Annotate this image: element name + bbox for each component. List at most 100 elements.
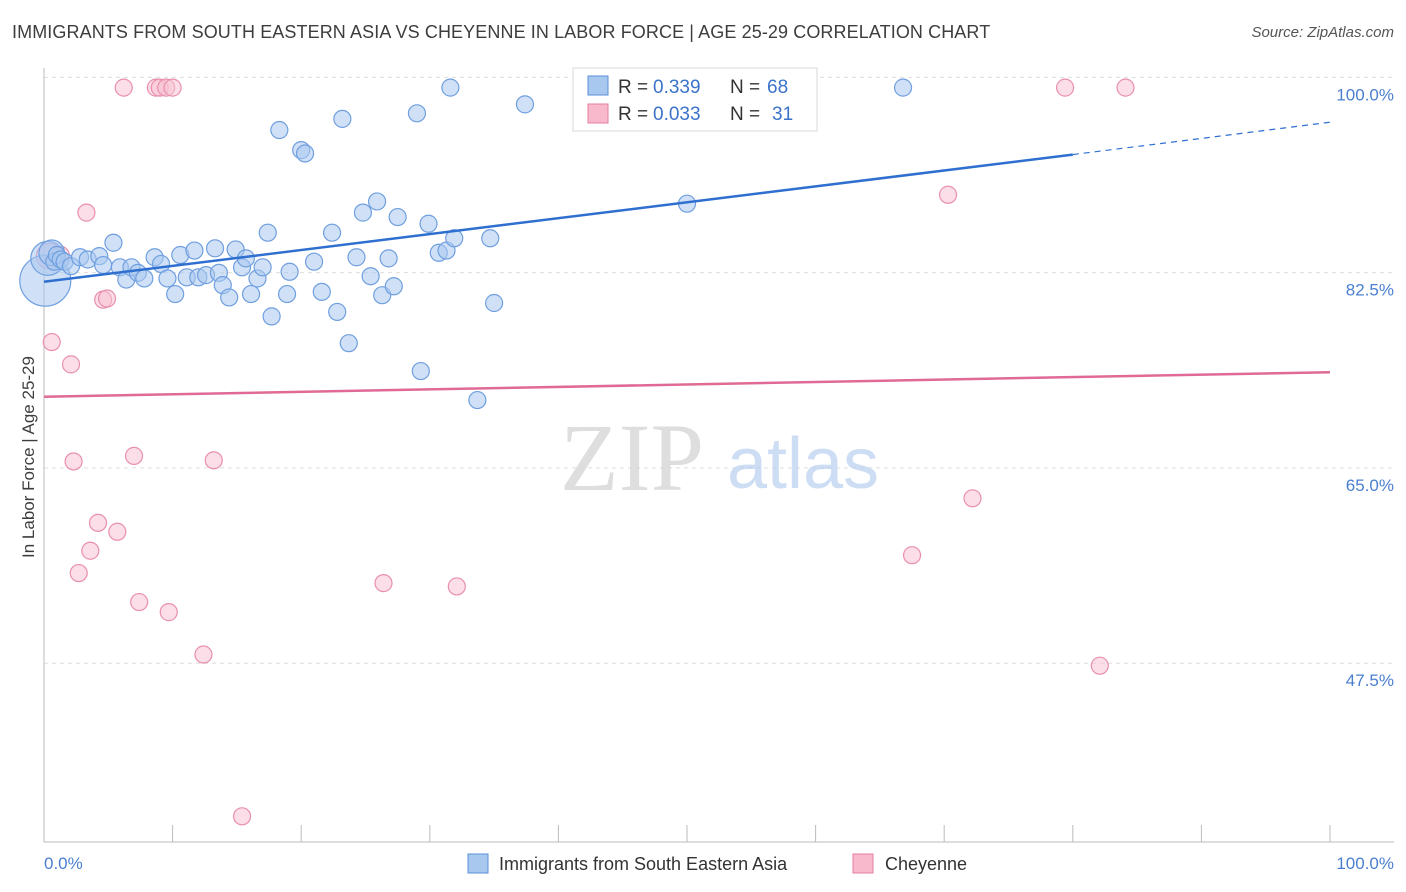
- chart-title: IMMIGRANTS FROM SOUTH EASTERN ASIA VS CH…: [12, 22, 991, 42]
- watermark: ZIP atlas: [560, 404, 879, 511]
- watermark-zip: ZIP: [560, 404, 704, 511]
- cheyenne-points: [35, 78, 1135, 826]
- sea-point: [185, 241, 204, 260]
- cheyenne-point: [88, 513, 108, 532]
- cheyenne-point: [97, 289, 117, 308]
- cheyenne-point: [902, 546, 922, 565]
- sea-point: [104, 233, 123, 252]
- legend-r-value-cheyenne: 0.033: [653, 104, 701, 125]
- cheyenne-point: [69, 563, 88, 583]
- sea-point: [411, 361, 430, 381]
- series-legend-label-sea: Immigrants from South Eastern Asia: [499, 854, 788, 874]
- sea-point: [515, 95, 535, 114]
- sea-point: [166, 284, 185, 304]
- legend-n-label-sea: N =: [730, 77, 760, 98]
- sea-point: [270, 120, 289, 140]
- axes: [43, 68, 1394, 843]
- x-tick-label-min: 0.0%: [44, 854, 83, 873]
- sea-point: [441, 78, 460, 97]
- cheyenne-point: [114, 78, 133, 97]
- cheyenne-point: [194, 645, 213, 664]
- legend-r-label-cheyenne: R =: [618, 104, 648, 125]
- sea-point: [220, 288, 239, 307]
- cheyenne-point: [1055, 78, 1075, 97]
- sea-point: [312, 282, 331, 301]
- legend-swatch-cheyenne: [587, 103, 609, 124]
- sea-point: [258, 223, 277, 242]
- sea-point: [353, 203, 373, 222]
- sea-point: [241, 284, 261, 304]
- y-tick-labels: 100.0% 82.5% 65.0% 47.5%: [1336, 85, 1394, 690]
- series-legend: Immigrants from South Eastern Asia Cheye…: [467, 853, 967, 874]
- sea-point: [158, 269, 177, 288]
- sea-point: [361, 267, 380, 286]
- sea-point: [135, 269, 154, 288]
- sea-point: [322, 223, 342, 242]
- stats-legend-frame: [572, 67, 818, 132]
- y-tick-label: 82.5%: [1346, 281, 1394, 300]
- cheyenne-trend-line: [43, 370, 1331, 398]
- sea-point: [419, 214, 438, 233]
- y-axis-title: In Labor Force | Age 25-29: [19, 356, 38, 558]
- sea-point: [253, 258, 272, 277]
- cheyenne-point: [64, 452, 83, 471]
- cheyenne-point: [1090, 656, 1109, 675]
- legend-n-value-sea: 68: [767, 77, 788, 98]
- cheyenne-point: [374, 574, 393, 593]
- y-tick-label: 100.0%: [1336, 85, 1394, 104]
- sea-point: [304, 252, 324, 271]
- sea-point: [94, 255, 113, 275]
- cheyenne-point: [163, 78, 182, 97]
- legend-n-label-cheyenne: N =: [730, 104, 760, 125]
- sea-point: [295, 144, 315, 163]
- cheyenne-point: [204, 451, 223, 470]
- cheyenne-point: [963, 489, 982, 508]
- sea-point: [384, 277, 403, 296]
- cheyenne-point: [81, 541, 100, 560]
- cheyenne-point: [124, 446, 144, 465]
- legend-r-value-sea: 0.339: [653, 77, 701, 98]
- sea-point: [339, 334, 358, 353]
- sea-point: [333, 109, 352, 128]
- cheyenne-point: [232, 807, 252, 826]
- cheyenne-point: [159, 603, 178, 622]
- sea-point: [367, 192, 387, 211]
- trend-lines: [43, 121, 1331, 398]
- legend-swatch-sea: [587, 75, 609, 96]
- series-legend-swatch-cheyenne: [852, 853, 874, 874]
- stats-legend: R = 0.339 N = 68 R = 0.033 N = 31: [572, 67, 818, 132]
- cheyenne-point: [77, 203, 96, 222]
- cheyenne-point: [130, 592, 149, 612]
- sea-point: [407, 104, 427, 123]
- series-legend-label-cheyenne: Cheyenne: [885, 854, 967, 874]
- cheyenne-point: [61, 355, 81, 374]
- legend-n-value-cheyenne: 31: [772, 104, 793, 125]
- sea-trend-line: [43, 153, 1073, 284]
- sea-point: [205, 239, 225, 258]
- sea-point: [481, 229, 500, 248]
- sea-point: [262, 307, 281, 326]
- cheyenne-point: [447, 577, 466, 596]
- chart-source: Source: ZipAtlas.com: [1251, 24, 1394, 41]
- gridlines: [44, 76, 1394, 664]
- cheyenne-point: [1116, 78, 1135, 97]
- sea-point: [379, 249, 398, 268]
- cheyenne-point: [938, 185, 958, 204]
- sea-point: [388, 207, 407, 227]
- sea-point: [280, 262, 299, 281]
- y-tick-label: 65.0%: [1346, 476, 1394, 495]
- series-legend-swatch-sea: [467, 853, 489, 874]
- cheyenne-point: [108, 522, 127, 541]
- x-tick-label-max: 100.0%: [1336, 854, 1394, 873]
- sea-point: [347, 248, 366, 267]
- legend-r-label-sea: R =: [618, 77, 648, 98]
- sea-point: [485, 293, 504, 313]
- sea-trend-extension: [1072, 121, 1331, 156]
- sea-point: [445, 229, 464, 248]
- sea-point: [468, 390, 487, 410]
- cheyenne-point: [42, 332, 61, 352]
- sea-point: [893, 78, 913, 97]
- watermark-atlas: atlas: [727, 424, 879, 504]
- sea-point: [277, 284, 297, 304]
